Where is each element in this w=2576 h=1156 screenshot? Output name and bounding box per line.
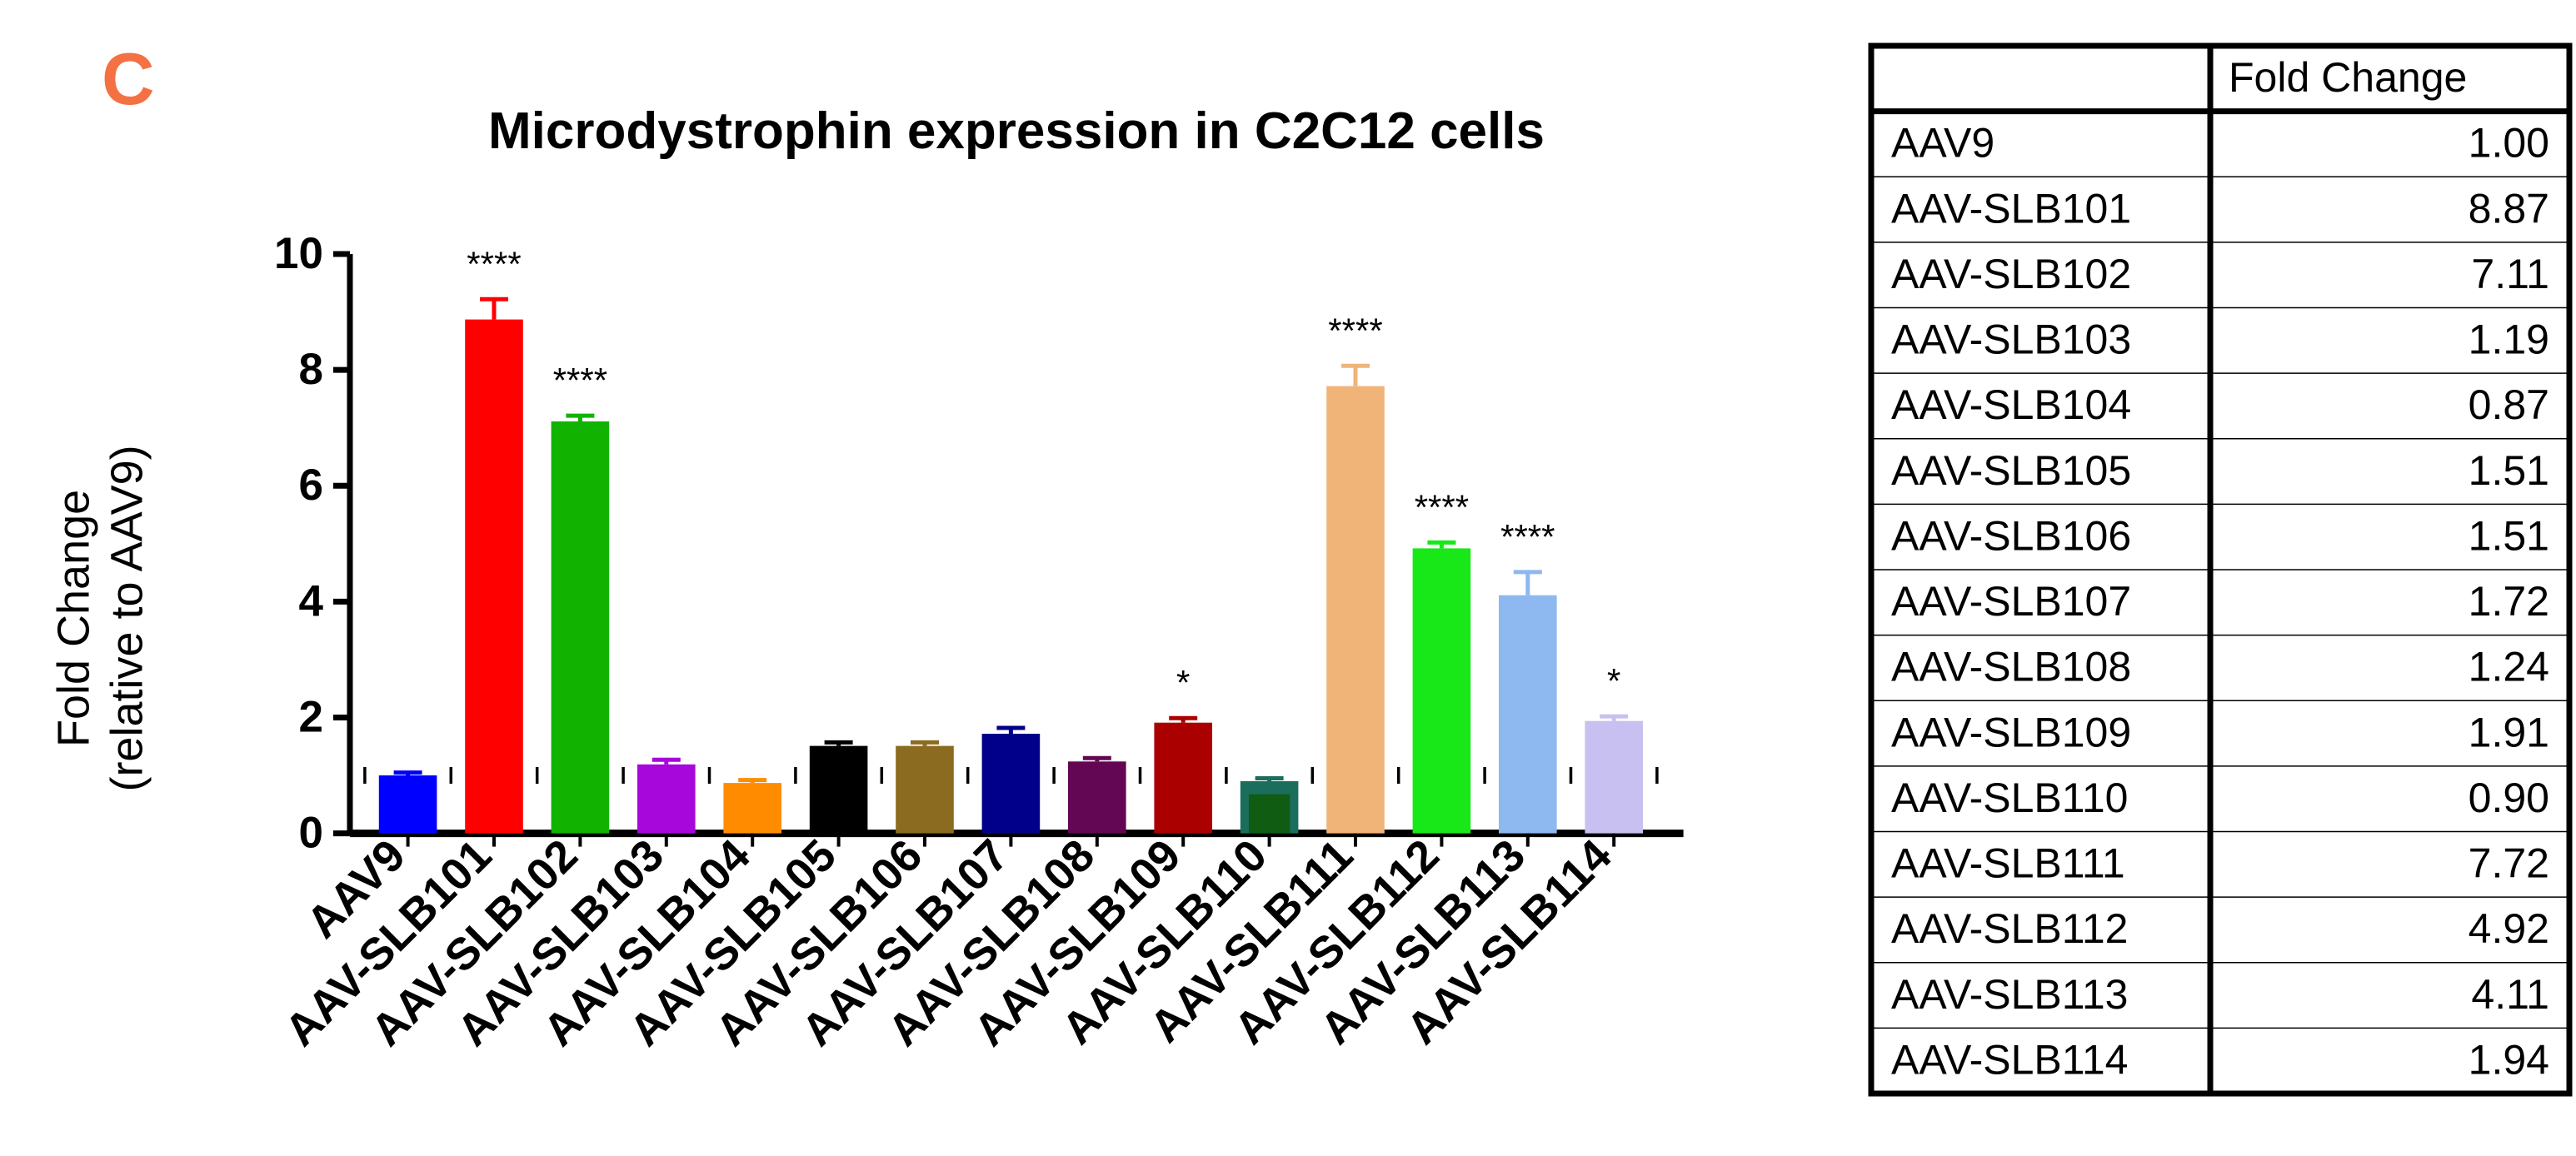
svg-text:Fold Change: Fold Change <box>2229 54 2467 101</box>
svg-text:AAV-SLB102: AAV-SLB102 <box>1891 251 2131 297</box>
svg-text:****: **** <box>1500 517 1555 556</box>
svg-text:****: **** <box>1328 311 1382 350</box>
svg-text:AAV-SLB113: AAV-SLB113 <box>1891 971 2128 1018</box>
svg-text:AAV-SLB106: AAV-SLB106 <box>1891 512 2131 559</box>
svg-text:1.00: 1.00 <box>2469 120 2549 167</box>
svg-text:10: 10 <box>274 229 323 278</box>
svg-text:1.24: 1.24 <box>2469 644 2549 690</box>
svg-text:1.72: 1.72 <box>2469 578 2549 625</box>
svg-text:6: 6 <box>299 461 323 510</box>
svg-text:1.51: 1.51 <box>2469 447 2549 494</box>
svg-text:8: 8 <box>299 345 323 394</box>
svg-text:Microdystrophin expression in: Microdystrophin expression in C2C12 cell… <box>488 102 1545 160</box>
svg-text:AAV-SLB114: AAV-SLB114 <box>1891 1036 2128 1083</box>
svg-text:2: 2 <box>299 693 323 742</box>
svg-text:AAV-SLB103: AAV-SLB103 <box>1891 316 2131 363</box>
svg-text:AAV-SLB109: AAV-SLB109 <box>1891 709 2131 755</box>
svg-text:1.51: 1.51 <box>2469 512 2549 559</box>
svg-text:AAV-SLB111: AAV-SLB111 <box>1891 840 2125 887</box>
svg-text:1.19: 1.19 <box>2469 316 2549 363</box>
svg-text:8.87: 8.87 <box>2469 185 2549 232</box>
svg-text:4: 4 <box>299 576 324 625</box>
svg-text:0: 0 <box>299 809 323 858</box>
svg-text:*: * <box>1607 661 1620 700</box>
svg-text:****: **** <box>553 361 607 400</box>
svg-text:7.11: 7.11 <box>2471 251 2549 297</box>
svg-text:****: **** <box>1415 487 1469 526</box>
svg-text:*: * <box>1176 663 1190 702</box>
svg-text:AAV9: AAV9 <box>1891 120 1994 167</box>
svg-text:1.91: 1.91 <box>2469 709 2549 755</box>
svg-text:4.11: 4.11 <box>2471 971 2549 1018</box>
svg-text:AAV-SLB104: AAV-SLB104 <box>1891 381 2131 428</box>
svg-text:0.90: 0.90 <box>2469 775 2549 821</box>
svg-text:0.87: 0.87 <box>2469 381 2549 428</box>
svg-text:4.92: 4.92 <box>2469 905 2549 952</box>
svg-text:****: **** <box>467 244 521 283</box>
svg-text:AAV-SLB101: AAV-SLB101 <box>1891 185 2131 232</box>
svg-text:AAV-SLB105: AAV-SLB105 <box>1891 447 2131 494</box>
svg-text:7.72: 7.72 <box>2469 840 2549 887</box>
svg-text:AAV-SLB110: AAV-SLB110 <box>1891 775 2128 821</box>
svg-text:AAV-SLB108: AAV-SLB108 <box>1891 644 2131 690</box>
svg-text:AAV-SLB112: AAV-SLB112 <box>1891 905 2128 952</box>
svg-text:1.94: 1.94 <box>2469 1036 2549 1083</box>
svg-text:AAV-SLB107: AAV-SLB107 <box>1891 578 2131 625</box>
